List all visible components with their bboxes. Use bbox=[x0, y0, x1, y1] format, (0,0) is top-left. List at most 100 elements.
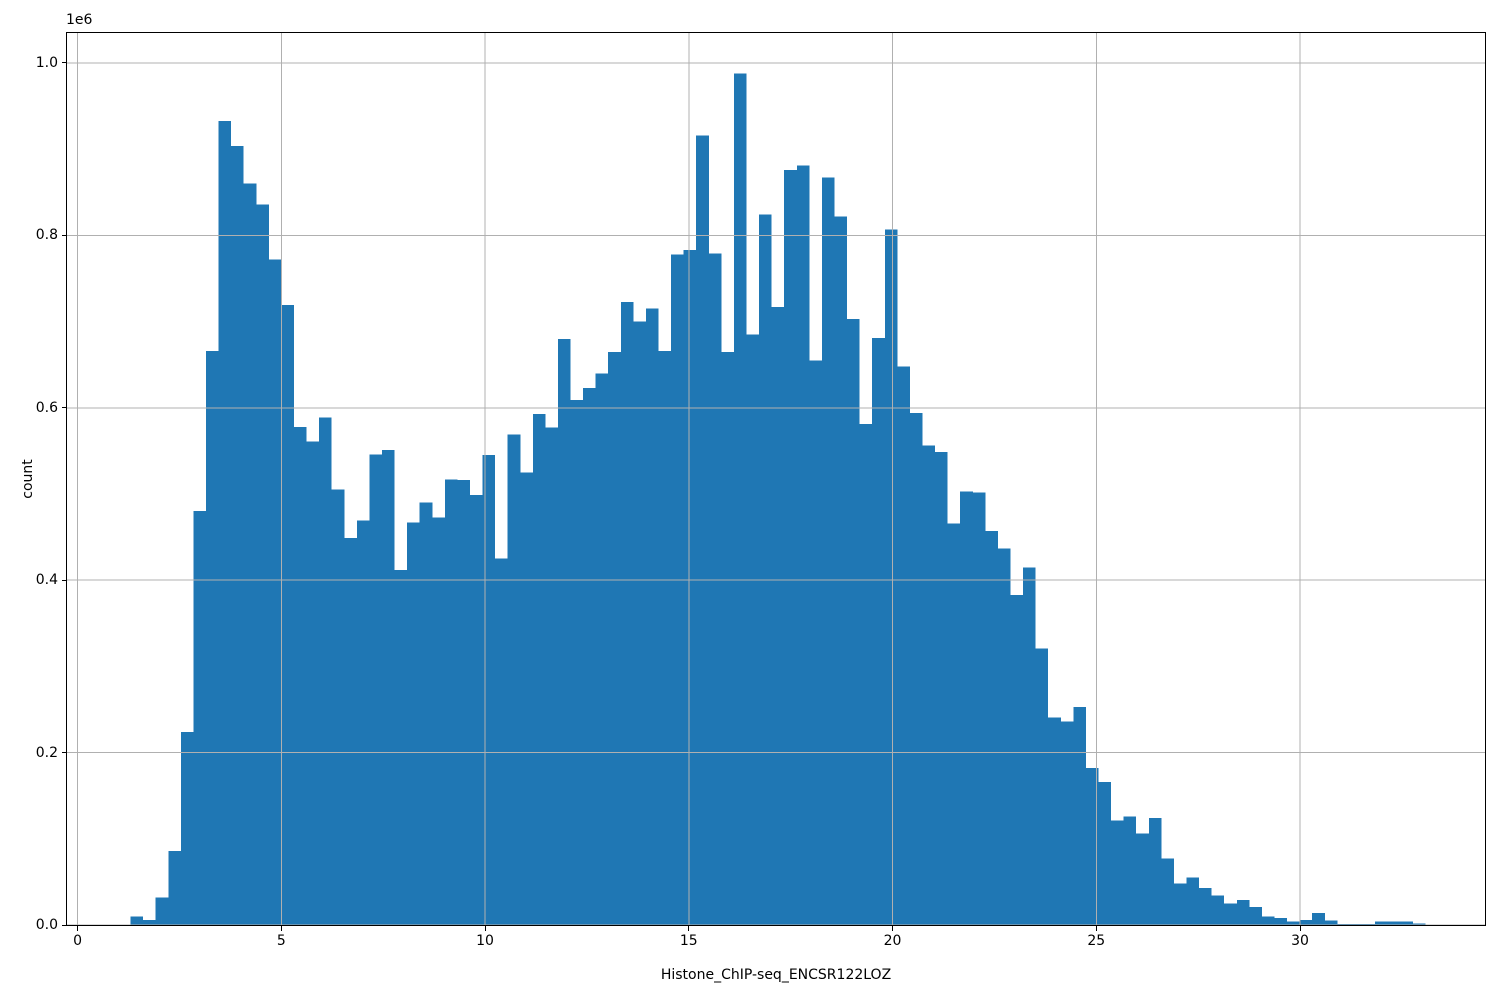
histogram-bar bbox=[1010, 594, 1024, 925]
histogram-bar bbox=[281, 305, 294, 925]
histogram-bar bbox=[419, 502, 433, 925]
histogram-bar bbox=[1098, 781, 1112, 925]
histogram-bar bbox=[394, 569, 408, 925]
histogram-bar bbox=[784, 169, 797, 925]
histogram-bar bbox=[645, 308, 659, 925]
x-tick-mark bbox=[280, 926, 282, 931]
y-tick-label: 0.6 bbox=[35, 399, 58, 416]
y-tick-label: 0.0 bbox=[35, 917, 58, 933]
histogram-bar bbox=[381, 450, 395, 925]
histogram-bar bbox=[847, 319, 860, 925]
histogram-bar bbox=[935, 451, 948, 925]
histogram-bar bbox=[356, 520, 370, 925]
y-tick-mark bbox=[62, 579, 67, 581]
histogram-bar bbox=[268, 259, 282, 925]
x-tick-label: 15 bbox=[679, 933, 698, 949]
histogram-bar bbox=[671, 254, 684, 925]
x-tick-label: 30 bbox=[1291, 933, 1309, 949]
histogram-bar bbox=[1199, 887, 1212, 925]
y-tick-mark bbox=[62, 234, 67, 236]
x-tick-label: 10 bbox=[476, 933, 494, 949]
histogram-bar bbox=[620, 301, 634, 925]
histogram-bar bbox=[444, 479, 458, 925]
y-tick-mark bbox=[62, 924, 67, 926]
histogram-bar bbox=[1261, 916, 1275, 925]
histogram-bar bbox=[1136, 833, 1149, 925]
histogram-bar bbox=[331, 489, 345, 925]
histogram-bar bbox=[243, 183, 257, 925]
histogram-bar bbox=[1173, 883, 1187, 925]
y-tick-label: 0.2 bbox=[35, 744, 58, 761]
histogram-bar bbox=[884, 229, 898, 925]
histogram-bar bbox=[130, 916, 144, 925]
histogram-bar bbox=[1073, 706, 1086, 925]
histogram-bar bbox=[733, 73, 747, 925]
histogram-bar bbox=[495, 558, 508, 925]
plot-area bbox=[66, 32, 1486, 926]
histogram-bar bbox=[859, 424, 873, 925]
histogram-bar bbox=[1186, 877, 1200, 925]
x-axis-label: Histone_ChIP-seq_ENCSR122LOZ bbox=[660, 967, 892, 983]
x-tick-mark bbox=[1299, 926, 1301, 931]
y-tick-label: 0.4 bbox=[35, 572, 58, 589]
histogram-bar bbox=[1211, 895, 1225, 925]
histogram-bar bbox=[193, 511, 206, 925]
histogram-bar bbox=[1299, 919, 1313, 925]
histogram-bar bbox=[1161, 858, 1174, 925]
histogram-bar bbox=[1375, 921, 1388, 925]
histogram-bar bbox=[1412, 923, 1426, 925]
histogram-bar bbox=[1123, 816, 1137, 925]
x-tick-label: 25 bbox=[1087, 933, 1106, 949]
histogram-bar bbox=[1224, 903, 1237, 925]
histogram-bar bbox=[721, 351, 734, 925]
x-tick-mark bbox=[688, 926, 690, 931]
x-tick-mark bbox=[1095, 926, 1097, 931]
histogram-bar bbox=[168, 850, 181, 925]
histogram-bar bbox=[608, 351, 621, 925]
histogram-bar bbox=[1023, 567, 1036, 925]
histogram-bar bbox=[570, 400, 584, 925]
x-tick-label: 5 bbox=[276, 933, 286, 949]
y-tick-mark bbox=[62, 62, 67, 64]
histogram-bar bbox=[708, 253, 722, 925]
histogram-bar bbox=[1060, 721, 1074, 925]
histogram-bar bbox=[1249, 906, 1262, 925]
histogram-bar bbox=[897, 366, 910, 925]
histogram-bar bbox=[482, 455, 496, 925]
histogram-bar bbox=[306, 441, 320, 925]
histogram-bar bbox=[1236, 900, 1250, 925]
y-tick-label: 1.0 bbox=[35, 54, 58, 71]
histogram-bar bbox=[595, 373, 609, 925]
histogram-bar bbox=[696, 135, 709, 925]
histogram-bar bbox=[143, 920, 156, 925]
histogram-bar bbox=[1387, 921, 1401, 925]
histogram-bar bbox=[180, 731, 194, 925]
histogram-bar bbox=[1274, 918, 1288, 925]
x-tick-label: 0 bbox=[73, 933, 83, 949]
histogram-bar bbox=[293, 426, 307, 925]
y-tick-mark bbox=[62, 407, 67, 409]
histogram-bar bbox=[155, 897, 169, 925]
histogram-bar bbox=[1400, 921, 1413, 925]
histogram-bar bbox=[1287, 921, 1300, 925]
histogram-bar bbox=[407, 522, 420, 925]
histogram-bar bbox=[633, 321, 646, 925]
histogram-bar bbox=[796, 165, 810, 925]
histogram-bar bbox=[507, 434, 521, 925]
histogram-bar bbox=[369, 454, 382, 925]
x-tick-mark bbox=[892, 926, 894, 931]
histogram-bar bbox=[909, 412, 923, 925]
histogram-bar bbox=[771, 306, 785, 925]
histogram-bar bbox=[759, 214, 772, 925]
histogram-bar bbox=[746, 334, 760, 925]
histogram-bar bbox=[231, 145, 244, 925]
histogram-bar bbox=[457, 480, 470, 925]
histogram-bar bbox=[1035, 648, 1049, 925]
x-tick-mark bbox=[77, 926, 79, 931]
x-tick-mark bbox=[484, 926, 486, 931]
y-tick-label: 0.8 bbox=[35, 227, 58, 244]
histogram-bar bbox=[1048, 717, 1061, 925]
histogram-bar bbox=[344, 537, 357, 925]
histogram-bar bbox=[683, 250, 697, 925]
